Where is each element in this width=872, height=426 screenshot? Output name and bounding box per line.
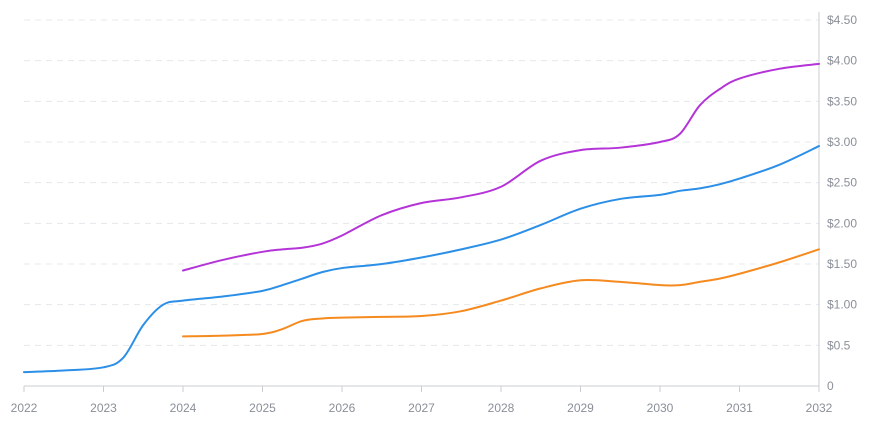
y-tick-label: $4.50 <box>827 13 857 27</box>
y-tick-label: 0 <box>827 379 834 393</box>
x-tick-label: 2029 <box>567 401 594 415</box>
y-tick-label: $2.00 <box>827 216 857 230</box>
x-tick-label: 2022 <box>11 401 38 415</box>
series-line-2 <box>182 62 820 272</box>
y-tick-label: $0.5 <box>827 338 851 352</box>
y-tick-label: $4.00 <box>827 54 857 68</box>
x-tick-label: 2032 <box>806 401 833 415</box>
y-tick-labels: 0 $0.5 $1.00 $1.50 $2.00 $2.50 $3.00 $3.50 $4.00… <box>827 13 857 393</box>
x-tick-label: 2030 <box>647 401 674 415</box>
series-line-3 <box>182 248 820 338</box>
series-lines <box>23 62 820 374</box>
x-tick-label: 2031 <box>726 401 753 415</box>
x-tick-label: 2025 <box>249 401 276 415</box>
grid-lines <box>24 19 819 346</box>
x-tick-labels: 2022 2023 2024 2025 2026 2027 2028 2029 2030 2031… <box>11 401 833 415</box>
x-tick-label: 2026 <box>329 401 356 415</box>
y-tick-label: $3.50 <box>827 94 857 108</box>
y-tick-label: $2.50 <box>827 176 857 190</box>
x-tick-label: 2027 <box>408 401 435 415</box>
series-line-1 <box>23 145 820 374</box>
x-tick-label: 2023 <box>90 401 117 415</box>
y-tick-label: $1.00 <box>827 298 857 312</box>
axes <box>23 12 820 392</box>
x-tick-label: 2024 <box>170 401 197 415</box>
x-tick-label: 2028 <box>488 401 515 415</box>
y-tick-label: $1.50 <box>827 257 857 271</box>
y-tick-label: $3.00 <box>827 135 857 149</box>
